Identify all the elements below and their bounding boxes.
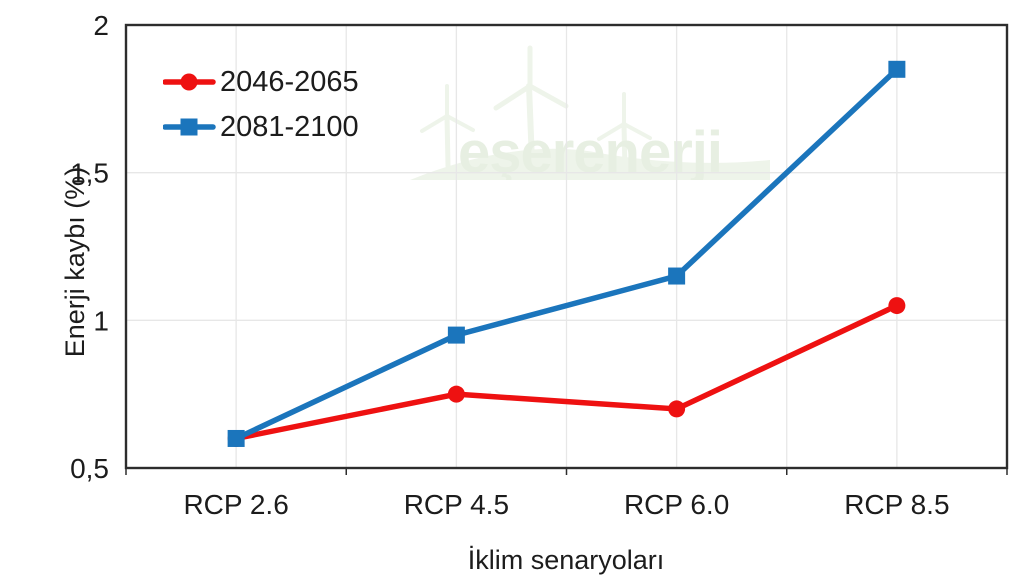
legend-swatch-shape: [180, 118, 198, 136]
legend-swatch-shape: [180, 73, 198, 91]
x-category-label: RCP 8.5: [844, 489, 949, 520]
wind-turbine-icon: [493, 45, 569, 165]
legend-label: 2081-2100: [220, 110, 359, 143]
x-category-label: RCP 6.0: [624, 489, 729, 520]
data-point-square: [888, 60, 906, 78]
y-axis-title: Enerji kaybı (%): [60, 167, 90, 358]
legend-marker-series-1: [163, 118, 216, 136]
data-point-square: [668, 267, 686, 285]
x-axis-title: İklim senaryoları: [468, 544, 665, 575]
y-tick-label: 1: [93, 305, 109, 336]
x-category-label: RCP 2.6: [183, 489, 288, 520]
legend-item: 2081-2100: [163, 111, 359, 143]
legend-marker-series-0: [163, 73, 216, 91]
y-tick-label: 2: [93, 10, 109, 41]
data-point-square: [227, 429, 245, 447]
data-point-square: [447, 326, 465, 344]
data-point-circle: [888, 297, 906, 315]
legend-item: 2046-2065: [163, 66, 359, 98]
data-point-circle: [668, 400, 686, 418]
series-line-2046-2065: [233, 302, 900, 442]
x-category-label: RCP 4.5: [404, 489, 509, 520]
legend: 2046-2065 2081-2100: [163, 66, 359, 156]
wind-turbine-icon: [597, 92, 652, 173]
wind-turbine-icon: [420, 84, 475, 169]
data-point-circle: [447, 385, 465, 403]
y-tick-label: 0,5: [70, 453, 109, 484]
watermark-text: eşerenerji: [458, 120, 722, 180]
series-line-2081-2100: [233, 66, 900, 442]
y-tick-label: 1,5: [70, 158, 109, 189]
legend-label: 2046-2065: [220, 65, 359, 98]
